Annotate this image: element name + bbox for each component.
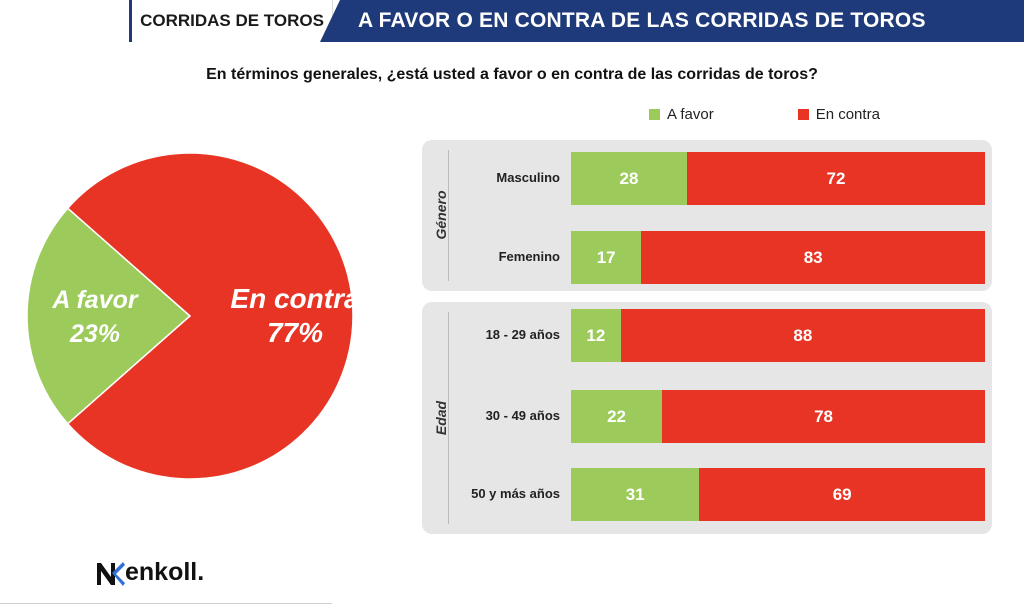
stacked-bar: 17 83 (571, 231, 985, 284)
row-label: 30 - 49 años (485, 408, 560, 423)
row-label: 18 - 29 años (485, 327, 560, 342)
legend-item-contra: En contra (797, 106, 880, 123)
stacked-bar: 22 78 (571, 390, 985, 443)
bar-segment-contra: 69 (699, 468, 985, 521)
bar-segment-favor: 12 (571, 309, 621, 362)
legend-label-favor: A favor (667, 106, 714, 123)
panel-divider-genero (448, 150, 449, 281)
survey-question: En términos generales, ¿está usted a fav… (206, 66, 818, 83)
bar-segment-favor: 22 (571, 390, 663, 443)
brand-name: enkoll. (125, 558, 205, 586)
pie-slice-favor (26, 207, 192, 425)
legend-swatch-contra (797, 109, 809, 120)
legend-label-contra: En contra (815, 106, 880, 123)
row-label: 50 y más años (471, 486, 560, 501)
legend-item-favor: A favor (649, 106, 714, 123)
section-tag-label: CORRIDAS DE TOROS (140, 11, 324, 30)
bar-segment-favor: 28 (571, 152, 687, 205)
pie-value-favor: 23% (69, 320, 120, 348)
footer-line (0, 603, 332, 604)
bar-segment-contra: 72 (686, 152, 985, 205)
pie-label-favor: A favor (51, 286, 138, 314)
enkoll-logo-icon (97, 561, 125, 586)
brand-logo: enkoll. (95, 558, 204, 587)
pie-label-contra: En contra (230, 283, 359, 314)
bar-segment-contra: 78 (662, 390, 985, 443)
page-title: A FAVOR O EN CONTRA DE LAS CORRIDAS DE T… (358, 9, 926, 32)
legend-swatch-favor (649, 109, 660, 120)
bar-segment-contra: 88 (620, 309, 985, 362)
section-tag: CORRIDAS DE TOROS (129, 0, 333, 42)
panel-divider-edad (448, 312, 449, 524)
row-label: Masculino (496, 170, 560, 185)
stacked-bar: 31 69 (571, 468, 985, 521)
bar-segment-favor: 17 (571, 231, 642, 284)
bar-segment-contra: 83 (641, 231, 985, 284)
header-banner: A FAVOR O EN CONTRA DE LAS CORRIDAS DE T… (320, 0, 1024, 42)
stacked-bar: 12 88 (571, 309, 985, 362)
row-label: Femenino (498, 249, 560, 264)
stacked-bar: 28 72 (571, 152, 985, 205)
group-label-edad: Edad (433, 400, 449, 436)
chart-legend: A favor En contra (649, 106, 964, 123)
group-label-genero: Género (433, 190, 449, 240)
bar-segment-favor: 31 (571, 468, 700, 521)
pie-value-contra: 77% (267, 317, 323, 348)
pie-slice-contra (66, 152, 354, 480)
